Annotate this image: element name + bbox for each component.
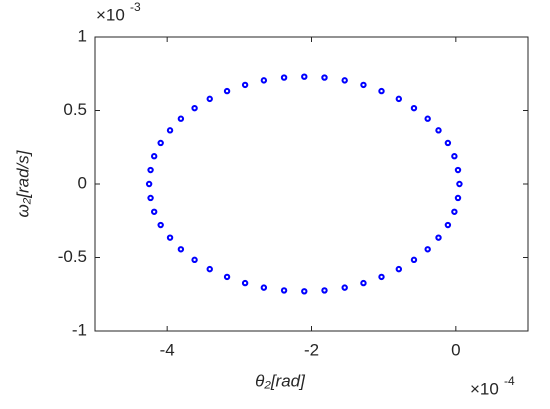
point	[301, 73, 308, 80]
plot-frame	[94, 36, 529, 332]
point	[147, 194, 154, 202]
point	[147, 166, 154, 174]
point	[454, 166, 462, 174]
x-axis-label: θ₂[rad]	[255, 371, 306, 390]
point	[301, 288, 308, 295]
point	[424, 115, 431, 122]
point	[223, 87, 231, 95]
point	[410, 104, 418, 112]
y-tick-label: -1	[72, 320, 87, 339]
point	[260, 77, 268, 84]
y-tick-label: 0.5	[63, 100, 87, 119]
point	[444, 139, 452, 147]
point	[451, 208, 458, 215]
point	[241, 279, 249, 287]
y-axis-label: ω₂[rad/s]	[13, 149, 32, 217]
point	[435, 234, 442, 241]
point	[341, 77, 348, 84]
point	[395, 265, 403, 273]
y-exponent: -3	[130, 0, 141, 14]
point	[260, 284, 268, 291]
point	[378, 273, 385, 281]
point	[157, 221, 164, 229]
point	[177, 115, 185, 122]
point	[223, 273, 231, 281]
x-tick-label: -4	[160, 340, 175, 359]
y-multiplier: ×10	[96, 5, 125, 24]
point	[166, 234, 174, 241]
point	[150, 208, 158, 215]
point	[360, 81, 367, 89]
point	[321, 287, 328, 294]
point	[360, 279, 367, 287]
point	[191, 256, 198, 264]
point	[280, 287, 288, 294]
point	[454, 194, 462, 202]
point	[435, 127, 442, 134]
point	[424, 246, 431, 253]
point	[206, 265, 213, 273]
point	[341, 284, 348, 291]
x-tick-label: -2	[304, 340, 319, 359]
point	[395, 95, 403, 103]
point	[166, 127, 174, 134]
y-tick-label: 1	[78, 26, 87, 45]
x-multiplier: ×10	[470, 379, 499, 398]
point	[280, 74, 288, 81]
point	[321, 74, 328, 81]
x-tick-label: 0	[451, 340, 460, 359]
point	[444, 221, 452, 229]
point	[150, 153, 158, 160]
y-tick-label: 0	[78, 173, 87, 192]
point	[177, 246, 185, 253]
point	[191, 104, 198, 112]
point	[145, 180, 153, 188]
x-exponent: -4	[504, 374, 515, 388]
point	[410, 256, 418, 264]
point	[241, 81, 249, 89]
point	[206, 95, 213, 103]
point	[451, 153, 458, 160]
y-tick-label: -0.5	[58, 247, 87, 266]
point	[157, 139, 164, 147]
point	[456, 180, 463, 188]
point	[378, 87, 385, 95]
